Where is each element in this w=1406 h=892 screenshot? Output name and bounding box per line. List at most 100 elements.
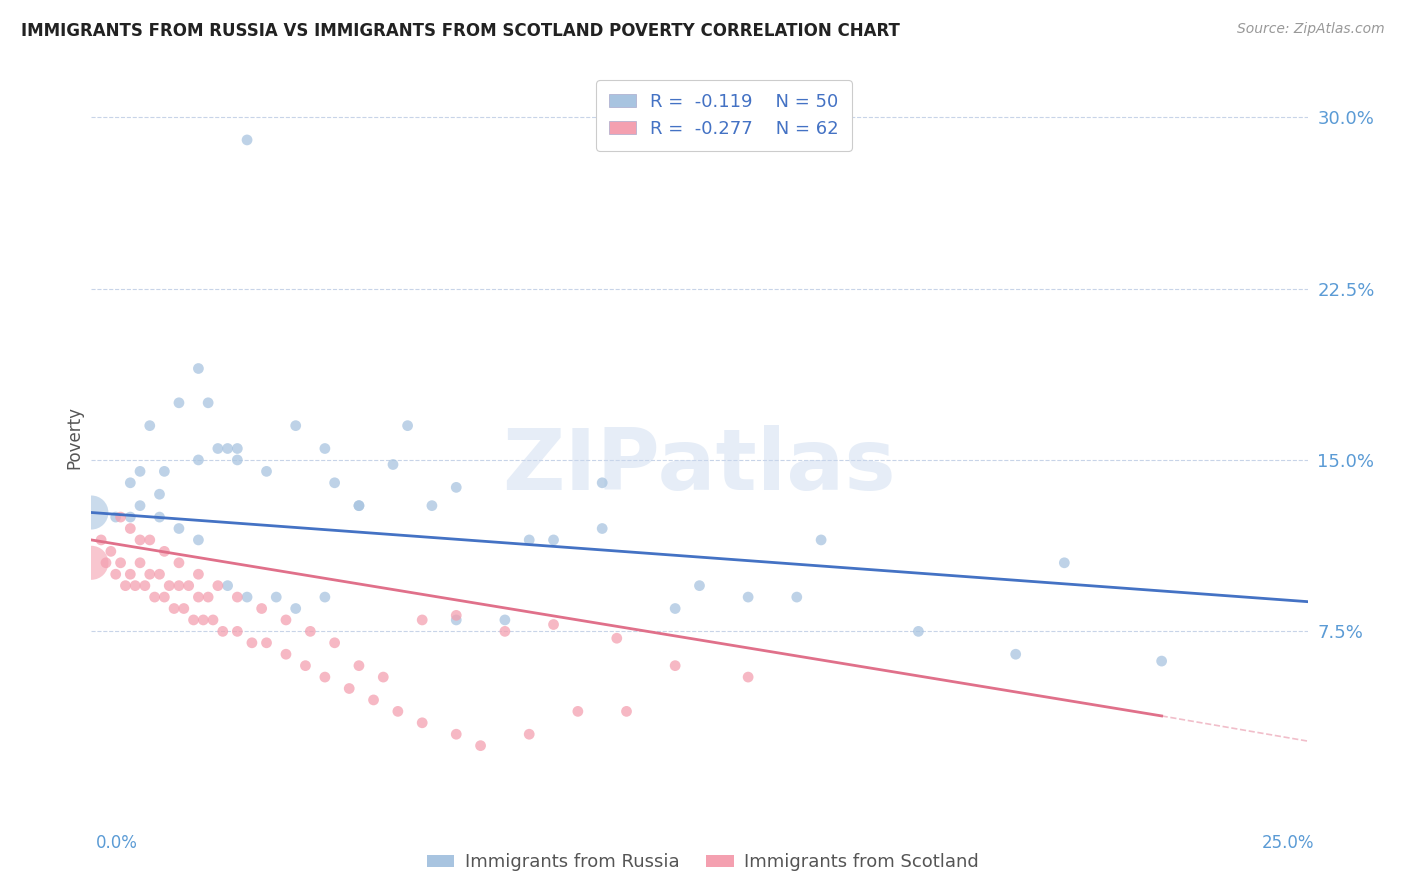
Y-axis label: Poverty: Poverty (65, 406, 83, 468)
Point (494, 613, 516, 627)
Legend: Immigrants from Russia, Immigrants from Scotland: Immigrants from Russia, Immigrants from … (419, 847, 987, 879)
Point (337, 681, 360, 696)
Point (80, 556, 103, 570)
Point (236, 133, 259, 147)
Point (187, 590, 209, 604)
Point (217, 579, 239, 593)
Text: 0.0%: 0.0% (96, 834, 138, 852)
Point (94, 556, 117, 570)
Point (187, 533, 209, 547)
Point (737, 590, 759, 604)
Point (167, 579, 190, 593)
Point (183, 613, 205, 627)
Point (517, 533, 540, 547)
Point (187, 567, 209, 582)
Point (211, 624, 233, 639)
Point (688, 579, 710, 593)
Point (294, 658, 316, 673)
Point (120, 521, 142, 535)
Point (104, 567, 127, 582)
Point (148, 510, 170, 524)
Point (202, 613, 225, 627)
Point (543, 617, 565, 632)
Point (167, 396, 190, 410)
Point (1004, 647, 1026, 661)
Point (323, 636, 346, 650)
Point (284, 418, 307, 433)
Point (129, 464, 152, 478)
Point (517, 727, 540, 741)
Point (347, 499, 370, 513)
Point (444, 608, 467, 623)
Point (129, 533, 152, 547)
Point (264, 590, 287, 604)
Text: 25.0%: 25.0% (1263, 834, 1315, 852)
Point (274, 613, 297, 627)
Point (363, 693, 385, 707)
Point (148, 567, 170, 582)
Point (444, 613, 467, 627)
Point (323, 475, 346, 490)
Point (567, 705, 589, 719)
Point (1150, 654, 1173, 668)
Point (187, 361, 209, 376)
Text: Source: ZipAtlas.com: Source: ZipAtlas.com (1237, 22, 1385, 37)
Point (347, 658, 370, 673)
Point (167, 521, 190, 535)
Point (197, 396, 219, 410)
Point (494, 624, 516, 639)
Point (148, 487, 170, 501)
Point (153, 590, 176, 604)
Text: ZIPatlas: ZIPatlas (502, 425, 897, 508)
Point (139, 418, 162, 433)
Point (299, 624, 322, 639)
Point (104, 510, 127, 524)
Point (284, 601, 307, 615)
Point (1053, 556, 1076, 570)
Point (226, 624, 249, 639)
Legend: R =  -0.119    N = 50, R =  -0.277    N = 62: R = -0.119 N = 50, R = -0.277 N = 62 (596, 80, 852, 151)
Point (347, 499, 370, 513)
Point (236, 590, 259, 604)
Point (411, 613, 433, 627)
Point (396, 418, 419, 433)
Point (591, 475, 613, 490)
Point (664, 601, 686, 615)
Point (591, 521, 613, 535)
Point (420, 499, 443, 513)
Point (207, 442, 229, 456)
Point (124, 579, 146, 593)
Point (387, 705, 409, 719)
Point (226, 442, 249, 456)
Point (444, 727, 467, 741)
Point (120, 475, 142, 490)
Point (606, 632, 628, 646)
Point (157, 579, 180, 593)
Point (129, 556, 152, 570)
Point (153, 464, 176, 478)
Point (226, 453, 249, 467)
Point (314, 590, 336, 604)
Point (187, 453, 209, 467)
Point (314, 442, 336, 456)
Point (207, 579, 229, 593)
Point (110, 510, 132, 524)
Point (173, 601, 195, 615)
Point (907, 624, 929, 639)
Point (110, 556, 132, 570)
Point (120, 567, 142, 582)
Point (240, 636, 263, 650)
Point (139, 567, 162, 582)
Point (411, 715, 433, 730)
Point (382, 458, 405, 472)
Point (134, 579, 156, 593)
Point (786, 590, 808, 604)
Point (373, 670, 395, 684)
Point (114, 579, 136, 593)
Point (664, 658, 686, 673)
Point (250, 601, 273, 615)
Point (274, 647, 297, 661)
Point (163, 601, 186, 615)
Point (153, 544, 176, 558)
Point (143, 590, 166, 604)
